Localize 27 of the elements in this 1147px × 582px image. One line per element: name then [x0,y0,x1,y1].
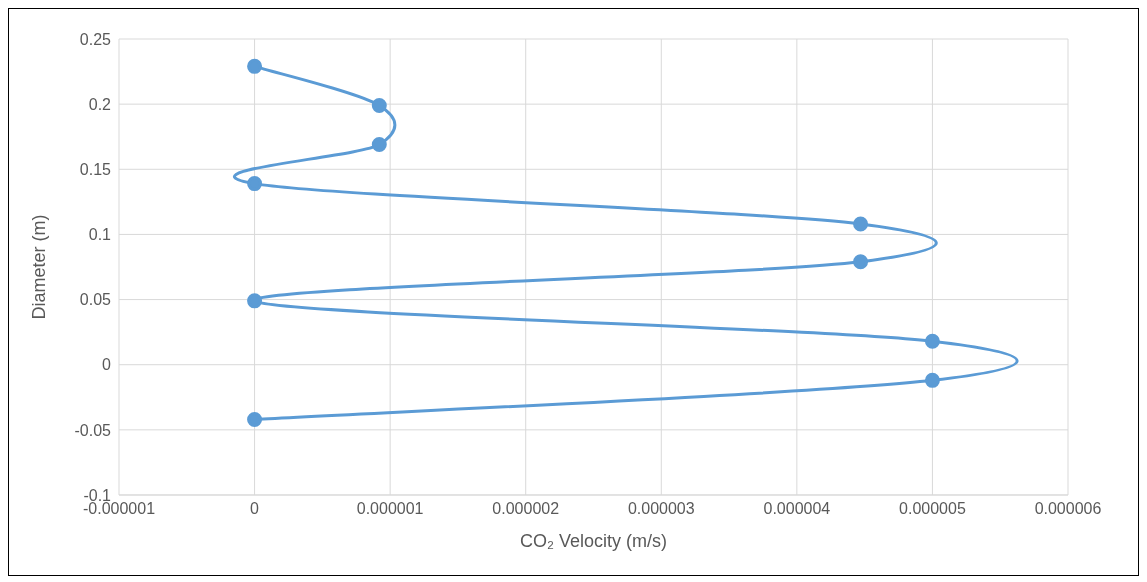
x-tick-label: 0.000005 [899,500,966,518]
y-axis-title: Diameter (m) [29,214,50,320]
x-tick-label: 0.000001 [356,500,424,518]
y-tick-label: 0.25 [79,30,112,48]
point [853,254,869,270]
point [371,97,387,113]
x-tick-label: 0 [250,500,260,518]
x-tick-label: 0.000006 [1034,500,1102,518]
y-tick-label: 0.2 [88,95,112,113]
y-tick-label: -0.05 [74,421,112,439]
point [853,216,869,232]
y-tick-label: 0 [102,356,112,374]
y-tick-label: 0.1 [88,226,112,244]
point [247,411,263,427]
x-tick-label: -0.000001 [82,500,156,518]
point [371,137,387,153]
point [247,176,263,192]
point [924,333,940,349]
x-tick-label: 0.000002 [492,500,560,518]
point [924,372,940,388]
x-tick-label: 0.000003 [627,500,695,518]
x-axis-title: CO₂ Velocity (m/s) [519,531,668,551]
x-tick-label: 0.000004 [763,500,831,518]
y-tick-label: 0.05 [79,291,112,309]
point [247,293,263,309]
y-tick-label: 0.15 [79,160,112,178]
point [247,58,263,74]
